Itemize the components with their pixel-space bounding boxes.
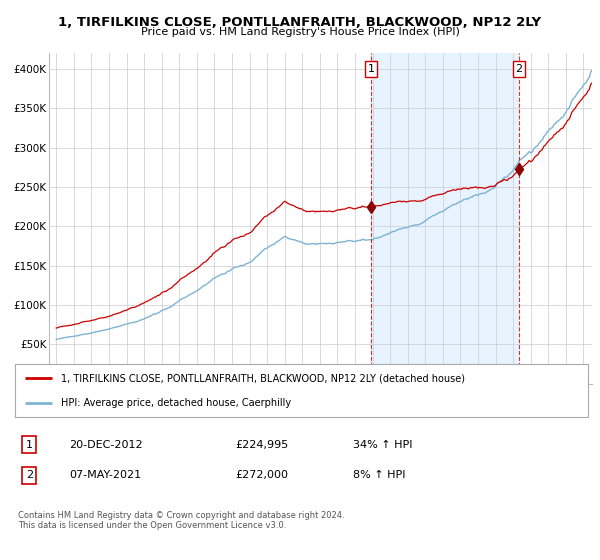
Text: 8% ↑ HPI: 8% ↑ HPI [353, 470, 406, 480]
Text: 20-DEC-2012: 20-DEC-2012 [70, 440, 143, 450]
Text: £224,995: £224,995 [236, 440, 289, 450]
Bar [371, 53, 519, 384]
Text: Contains HM Land Registry data © Crown copyright and database right 2024.
This d: Contains HM Land Registry data © Crown c… [18, 511, 344, 530]
Text: 1: 1 [26, 440, 33, 450]
Text: HPI: Average price, detached house, Caerphilly: HPI: Average price, detached house, Caer… [61, 398, 291, 408]
Text: 2: 2 [515, 64, 523, 74]
Text: 1, TIRFILKINS CLOSE, PONTLLANFRAITH, BLACKWOOD, NP12 2LY (detached house): 1, TIRFILKINS CLOSE, PONTLLANFRAITH, BLA… [61, 374, 465, 384]
Text: 2: 2 [26, 470, 33, 480]
Text: 1, TIRFILKINS CLOSE, PONTLLANFRAITH, BLACKWOOD, NP12 2LY: 1, TIRFILKINS CLOSE, PONTLLANFRAITH, BLA… [58, 16, 542, 29]
Text: 34% ↑ HPI: 34% ↑ HPI [353, 440, 413, 450]
Text: £272,000: £272,000 [236, 470, 289, 480]
Text: Price paid vs. HM Land Registry's House Price Index (HPI): Price paid vs. HM Land Registry's House … [140, 27, 460, 37]
Text: 07-MAY-2021: 07-MAY-2021 [70, 470, 142, 480]
Text: 1: 1 [368, 64, 374, 74]
